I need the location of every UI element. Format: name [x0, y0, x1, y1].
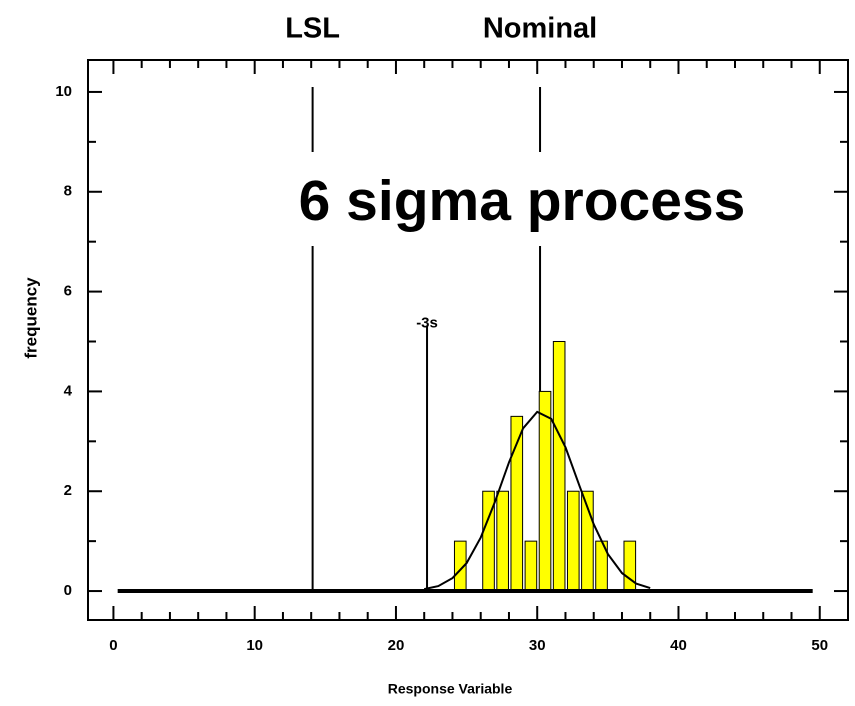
y-tick-label: 6 [64, 283, 72, 300]
x-tick-label: 30 [529, 637, 546, 654]
plot-frame [87, 59, 849, 621]
y-tick-label: 4 [64, 382, 73, 399]
x-axis-label: Response Variable [388, 681, 513, 697]
y-axis-label: frequency [21, 277, 40, 359]
y-tick-label: 2 [64, 482, 72, 499]
fitted-curve [423, 410, 651, 591]
x-tick-label: 50 [811, 637, 828, 654]
y-tick-label: 0 [64, 582, 72, 599]
x-tick-label: 0 [109, 637, 117, 654]
bar [623, 540, 637, 592]
bar [538, 390, 552, 592]
reference-label: Nominal [483, 13, 597, 45]
x-tick-label: 40 [670, 637, 687, 654]
annotation: 6 sigma process [299, 169, 746, 233]
bar [552, 340, 566, 592]
reference-label: LSL [285, 13, 340, 45]
bar [566, 490, 580, 592]
bar [524, 540, 538, 592]
y-tick-label: 8 [64, 183, 72, 200]
y-tick-label: 10 [55, 83, 72, 100]
reference-label: -3s [416, 314, 438, 331]
bar [496, 490, 509, 592]
x-tick-label: 10 [246, 637, 263, 654]
annotation-background [268, 152, 778, 246]
x-tick-label: 20 [388, 637, 405, 654]
